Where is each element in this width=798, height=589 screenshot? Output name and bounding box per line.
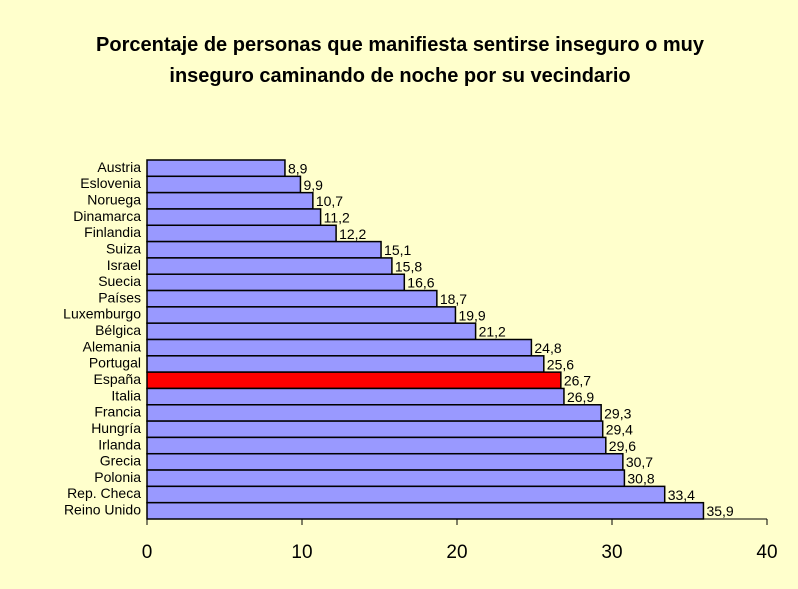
bar <box>146 208 322 227</box>
value-label: 12,2 <box>339 226 366 242</box>
y-tick-label: Austria <box>97 159 141 175</box>
value-label: 35,9 <box>706 503 733 519</box>
bar <box>146 240 382 259</box>
y-tick-label: Portugal <box>89 355 141 371</box>
value-label: 8,9 <box>288 160 308 176</box>
y-tick-label: España <box>94 371 142 387</box>
value-label: 11,2 <box>324 209 350 225</box>
y-tick-label: Dinamarca <box>73 208 141 224</box>
bar <box>146 224 337 243</box>
bar <box>146 175 302 194</box>
x-tick-label: 20 <box>446 542 467 563</box>
value-label: 29,4 <box>606 422 633 438</box>
y-tick-label: Hungría <box>91 420 141 436</box>
chart-title: Porcentaje de personas que manifiesta se… <box>96 34 704 87</box>
y-tick-label: Italia <box>111 387 141 403</box>
y-tick-label: Reino Unido <box>64 502 141 518</box>
bar <box>146 436 607 455</box>
x-tick-label: 40 <box>756 542 777 563</box>
bar <box>146 322 477 341</box>
y-tick-label: Noruega <box>87 191 141 207</box>
bar <box>146 191 314 210</box>
value-label: 29,3 <box>604 405 631 421</box>
value-label: 15,1 <box>384 242 411 258</box>
value-label: 19,9 <box>458 307 485 323</box>
y-tick-label: Suiza <box>106 240 141 256</box>
bar <box>146 420 604 439</box>
y-tick-label: Finlandia <box>84 224 141 240</box>
value-label: 18,7 <box>440 291 467 307</box>
x-tick-label: 10 <box>291 542 312 563</box>
y-tick-label: Israel <box>107 257 141 273</box>
y-tick-label: Francia <box>94 404 141 420</box>
y-tick-label: Rep. Checa <box>67 485 141 501</box>
y-tick-label: Luxemburgo <box>63 306 141 322</box>
bar <box>146 501 705 520</box>
y-tick-label: Suecia <box>98 273 141 289</box>
y-tick-label: Polonia <box>94 469 141 485</box>
value-label: 24,8 <box>534 340 561 356</box>
value-label: 26,7 <box>564 373 591 389</box>
value-label: 16,6 <box>407 275 434 291</box>
value-label: 9,9 <box>303 177 323 193</box>
bar <box>146 338 533 357</box>
value-label: 30,8 <box>627 471 654 487</box>
bar <box>146 306 457 324</box>
y-tick-label: Eslovenia <box>80 175 141 191</box>
value-label: 33,4 <box>668 487 695 503</box>
bar <box>146 257 393 275</box>
bar <box>146 273 406 292</box>
bar <box>146 371 562 390</box>
y-tick-label: Irlanda <box>98 436 141 452</box>
y-tick-label: Bélgica <box>95 322 141 338</box>
y-tick-label: Alemania <box>83 338 142 354</box>
bar <box>146 159 286 178</box>
bar <box>146 404 602 422</box>
bar <box>146 387 565 406</box>
bar <box>146 469 626 488</box>
y-tick-label: Grecia <box>100 453 141 469</box>
y-tick-label: Países <box>98 289 141 305</box>
bar <box>146 355 545 373</box>
value-label: 30,7 <box>626 454 653 470</box>
bar <box>146 485 666 504</box>
x-tick-label: 0 <box>142 542 153 563</box>
value-label: 25,6 <box>547 356 574 372</box>
value-label: 10,7 <box>316 193 343 209</box>
value-label: 21,2 <box>479 324 506 340</box>
value-label: 15,8 <box>395 258 422 274</box>
bar <box>146 289 438 308</box>
value-label: 29,6 <box>609 438 636 454</box>
bar <box>146 452 624 471</box>
value-label: 26,9 <box>567 389 594 405</box>
x-tick-label: 30 <box>601 542 622 563</box>
